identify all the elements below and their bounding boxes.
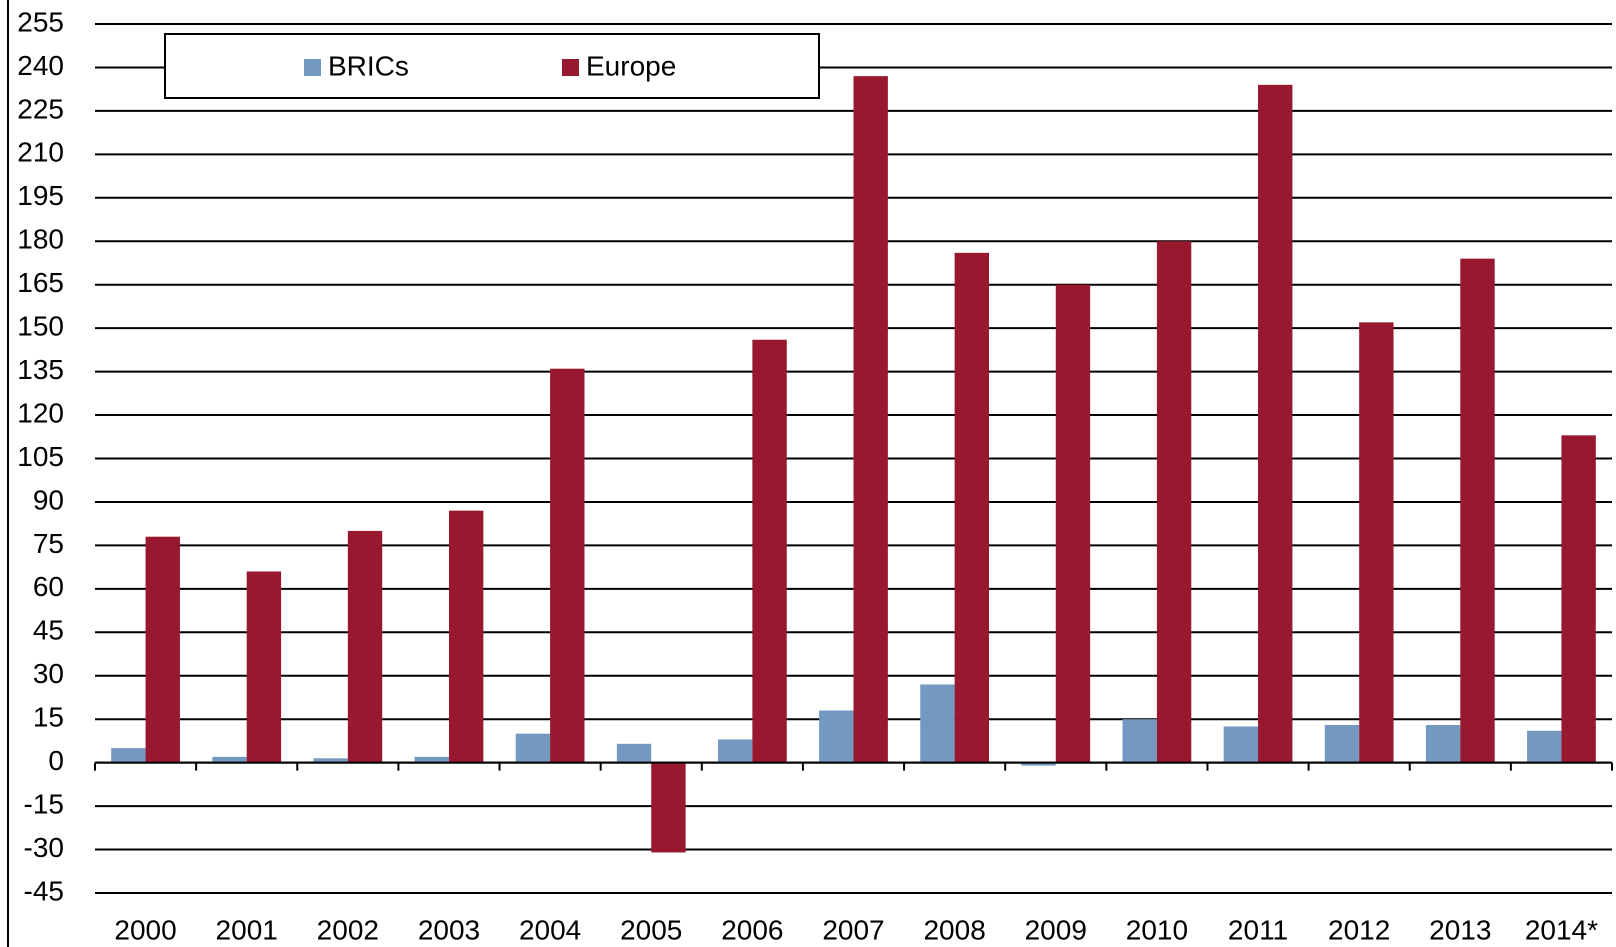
y-tick-label: 150 xyxy=(17,311,64,342)
y-tick-label: 255 xyxy=(17,6,64,37)
bar xyxy=(1122,719,1157,763)
y-tick-label: 210 xyxy=(17,137,64,168)
bar xyxy=(752,339,787,763)
bar xyxy=(212,756,247,763)
y-tick-label: 135 xyxy=(17,354,64,385)
x-tick-label: 2010 xyxy=(1126,914,1188,945)
legend-label: Europe xyxy=(586,50,676,81)
y-tick-label: 90 xyxy=(33,484,64,515)
bar xyxy=(1156,241,1192,763)
y-tick-label: -30 xyxy=(24,832,64,863)
x-tick-label: 2000 xyxy=(114,914,176,945)
y-tick-label: 0 xyxy=(48,745,64,776)
x-tick-label: 2005 xyxy=(620,914,682,945)
bar xyxy=(347,530,383,763)
x-tick-label: 2008 xyxy=(923,914,985,945)
x-tick-label: 2014* xyxy=(1525,914,1598,945)
legend-swatch xyxy=(562,59,579,76)
bar xyxy=(1561,435,1596,763)
bar xyxy=(1055,284,1091,763)
x-tick-label: 2003 xyxy=(418,914,480,945)
bar xyxy=(1021,762,1056,766)
y-tick-label: 225 xyxy=(17,93,64,124)
bar xyxy=(1460,258,1495,763)
y-tick-label: 15 xyxy=(33,702,64,733)
bar xyxy=(313,758,348,763)
bar xyxy=(651,762,686,853)
bar xyxy=(1425,724,1461,763)
y-tick-label: -15 xyxy=(24,788,64,819)
y-tick-label: 30 xyxy=(33,658,64,689)
y-tick-label: 105 xyxy=(17,441,64,472)
bar xyxy=(954,252,990,763)
y-tick-label: 240 xyxy=(17,50,64,81)
bar xyxy=(246,571,282,763)
bar xyxy=(717,739,753,763)
y-tick-label: 75 xyxy=(33,528,64,559)
bar xyxy=(853,76,888,763)
x-tick-label: 2009 xyxy=(1025,914,1087,945)
x-tick-label: 2011 xyxy=(1228,914,1288,945)
x-tick-label: 2007 xyxy=(822,914,884,945)
legend-box xyxy=(164,33,820,99)
y-tick-label: 165 xyxy=(17,267,64,298)
bar xyxy=(111,748,146,763)
bar xyxy=(550,368,585,763)
x-tick-label: 2006 xyxy=(721,914,783,945)
bar xyxy=(1527,730,1562,763)
y-tick-label: -45 xyxy=(24,875,64,906)
x-tick-label: 2012 xyxy=(1328,914,1390,945)
y-tick-label: 45 xyxy=(33,615,64,646)
bar xyxy=(448,510,484,763)
x-tick-label: 2013 xyxy=(1429,914,1491,945)
x-tick-label: 2004 xyxy=(519,914,581,945)
bar xyxy=(145,536,180,763)
bar xyxy=(1223,726,1259,763)
legend-swatch xyxy=(304,59,321,76)
bar xyxy=(1324,724,1360,763)
bar xyxy=(1359,322,1394,763)
bar xyxy=(414,756,449,763)
y-tick-label: 60 xyxy=(33,571,64,602)
bar xyxy=(515,733,551,763)
y-tick-label: 180 xyxy=(17,224,64,255)
x-tick-label: 2001 xyxy=(216,914,278,945)
bar xyxy=(920,684,955,763)
bar xyxy=(1258,84,1293,763)
x-tick-label: 2002 xyxy=(317,914,379,945)
legend-label: BRICs xyxy=(328,50,409,81)
y-tick-label: 195 xyxy=(17,180,64,211)
y-tick-label: 120 xyxy=(17,397,64,428)
bar xyxy=(616,743,652,763)
bar xyxy=(819,710,854,763)
